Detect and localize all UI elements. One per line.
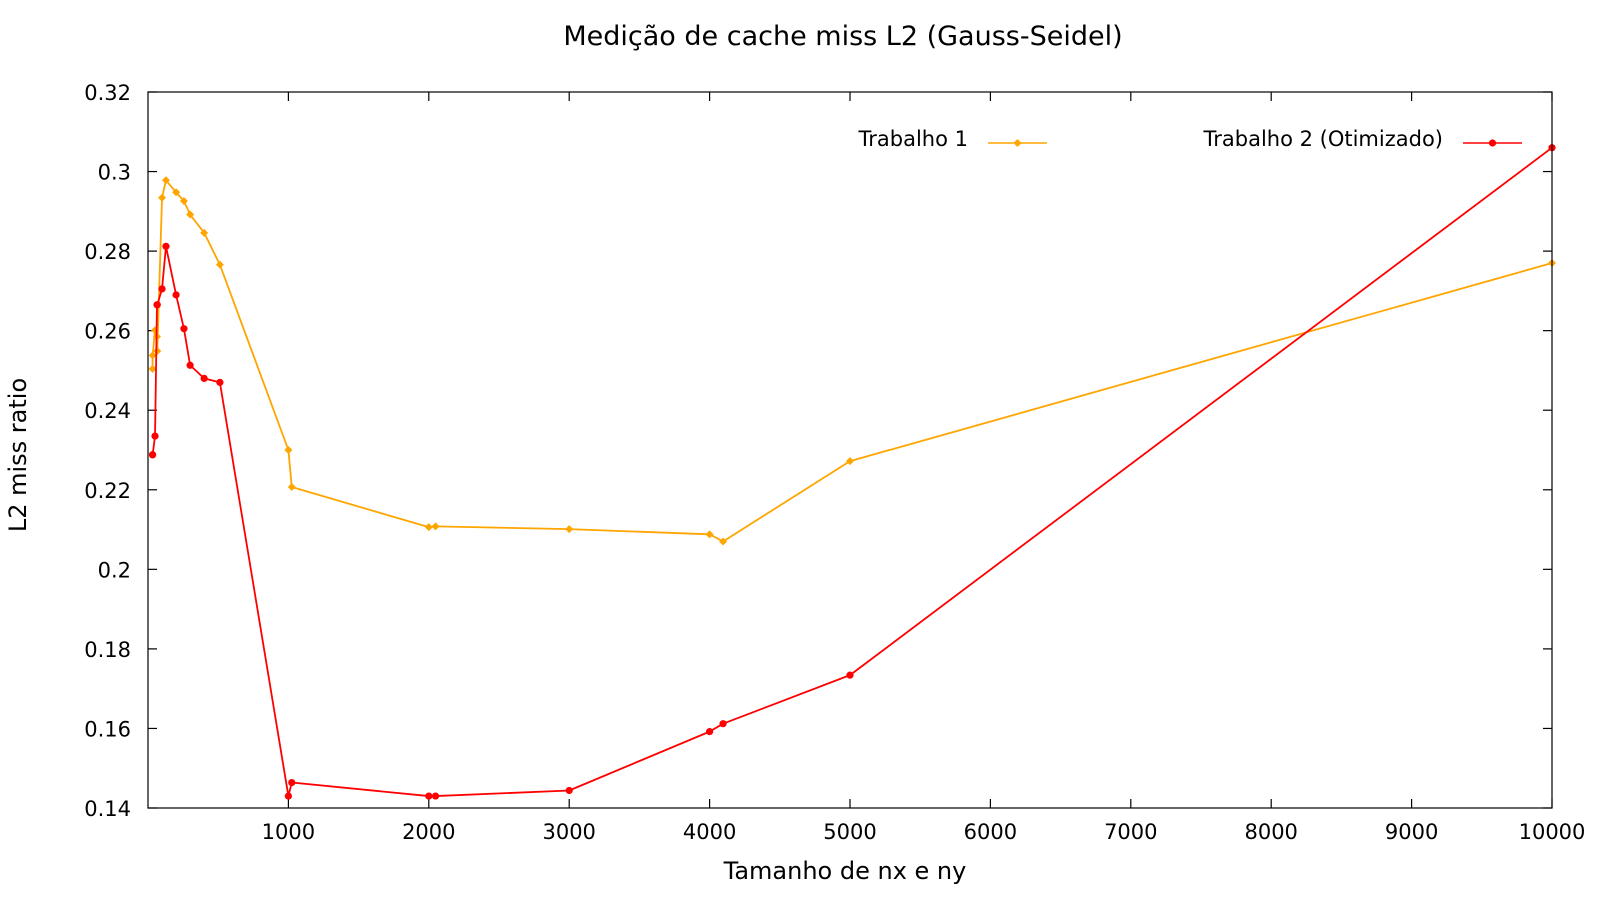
series-layer (148, 144, 1556, 800)
legend-item-trabalho-1: Trabalho 1 (858, 127, 1047, 151)
x-tick-label: 10000 (1519, 820, 1586, 844)
y-tick-label: 0.3 (98, 161, 131, 185)
series-1-point (172, 188, 181, 197)
chart-title: Medição de cache miss L2 (Gauss-Seidel) (563, 21, 1122, 52)
series-2-point (186, 361, 194, 369)
series-1-point (565, 525, 574, 534)
series-1-point (431, 522, 440, 531)
series-1-point (287, 482, 296, 491)
y-tick-label: 0.28 (84, 240, 131, 264)
series-2-point (172, 291, 180, 299)
legend-label-trabalho-1: Trabalho 1 (858, 127, 968, 151)
series-2-point (200, 374, 208, 382)
x-tick-label: 7000 (1104, 820, 1157, 844)
series-2-point (158, 285, 166, 293)
plot-frame (147, 91, 1553, 809)
x-axis-label: Tamanho de nx e ny (723, 857, 967, 885)
series-2-point (153, 301, 161, 309)
x-tick-label: 3000 (542, 820, 595, 844)
series-2-point (180, 325, 188, 333)
series-1-point (215, 260, 224, 269)
y-tick-label: 0.24 (84, 399, 131, 423)
series-1-point (200, 228, 209, 237)
series-1-point (284, 446, 293, 454)
series-2-line (151, 146, 1553, 797)
x-tick-label: 4000 (683, 820, 736, 844)
series-1-point (179, 196, 188, 205)
x-tick-label: 6000 (964, 820, 1017, 844)
series-2-point (706, 728, 714, 736)
series-1-point (148, 351, 157, 360)
series-2-point (284, 792, 292, 800)
legend-label-trabalho-2: Trabalho 2 (Otimizado) (1203, 127, 1444, 151)
series-1-point (148, 364, 157, 373)
x-tick-label: 5000 (823, 820, 876, 844)
axis-ticks: 1000 2000 3000 4000 5000 6000 7000 8000 9000 1000… (84, 81, 1585, 844)
x-tick-label: 9000 (1385, 820, 1438, 844)
series-2 (148, 144, 1556, 800)
series-1-point (424, 523, 433, 532)
series-2-point (431, 792, 440, 800)
series-2-point (846, 671, 854, 679)
legend-item-trabalho-2: Trabalho 2 (Otimizado) (1203, 127, 1522, 151)
legend-marker-trabalho-2 (1488, 139, 1497, 147)
y-axis-label: L2 miss ratio (4, 378, 32, 532)
series-1-point (705, 530, 714, 539)
y-tick-label: 0.2 (98, 558, 131, 582)
series-2-point (719, 720, 727, 728)
x-tick-label: 1000 (262, 820, 315, 844)
series-1-point (161, 176, 170, 185)
series-1-point (158, 193, 167, 202)
y-tick-label: 0.14 (84, 797, 131, 821)
series-2-point (149, 451, 157, 459)
y-tick-label: 0.32 (84, 81, 131, 105)
legend: Trabalho 1 Trabalho 2 (Otimizado) (858, 127, 1522, 151)
series-2-point (216, 378, 224, 386)
y-tick-label: 0.22 (84, 479, 131, 503)
x-tick-label: 2000 (402, 820, 455, 844)
series-1-point (719, 537, 728, 546)
series-2-point (151, 432, 159, 440)
series-1 (148, 176, 1556, 546)
series-2-point (162, 242, 170, 250)
series-1-line (151, 179, 1553, 543)
series-2-point (425, 792, 433, 800)
y-tick-label: 0.26 (84, 320, 131, 344)
series-2-point (565, 786, 573, 795)
x-tick-label: 8000 (1244, 820, 1297, 844)
legend-marker-trabalho-1 (1013, 139, 1022, 147)
y-tick-label: 0.18 (84, 638, 131, 662)
series-1-point (153, 346, 162, 355)
y-tick-label: 0.16 (84, 717, 131, 741)
series-1-point (846, 457, 854, 466)
series-2-point (288, 778, 296, 787)
series-1-point (186, 210, 195, 219)
